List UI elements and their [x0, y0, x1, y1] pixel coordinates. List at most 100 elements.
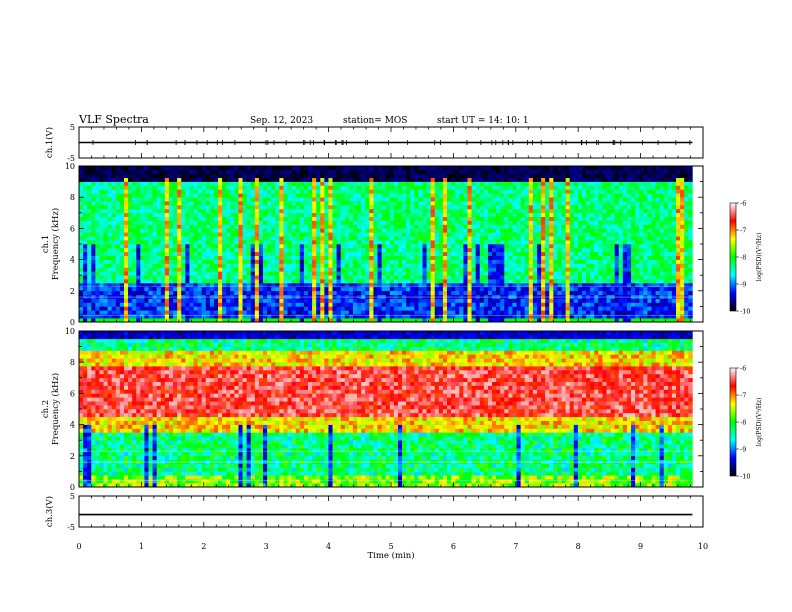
spectrogram-cell [500, 275, 505, 280]
spectrogram-cell [451, 224, 456, 229]
spectrogram-cell [312, 205, 317, 210]
spectrogram-cell [500, 259, 505, 264]
spectrogram-cell [295, 228, 301, 233]
spectrogram-cell [123, 263, 129, 268]
spectrogram-cell [312, 228, 317, 233]
spectrogram-cell [381, 212, 386, 217]
spectrogram-cell [197, 197, 202, 202]
spectrogram-cell [79, 286, 84, 292]
spectrogram-cell [357, 255, 362, 260]
spectrogram-cell [189, 169, 194, 175]
spectrogram-cell [426, 251, 431, 256]
spectrogram-cell [287, 240, 292, 245]
spectrogram-cell [205, 286, 211, 292]
spectrogram-cell [218, 193, 223, 198]
spectrogram-cell [320, 212, 325, 217]
spectrogram-cell [258, 216, 264, 221]
spectrogram-cell [397, 181, 403, 186]
spectrogram-cell [451, 173, 456, 178]
spectrogram-cell [520, 220, 526, 225]
spectrogram-cell [148, 181, 153, 186]
spectrogram-cell [500, 240, 505, 245]
spectrogram-cell [132, 177, 137, 182]
spectrogram-cell [328, 298, 333, 303]
spectrogram-cell [246, 286, 252, 292]
spectrogram-cell [492, 181, 497, 186]
spectrogram-cell [168, 318, 174, 323]
spectrogram-cell [406, 290, 411, 295]
spectrogram-cell [95, 224, 100, 229]
spectrogram-cell [336, 247, 342, 253]
spectrogram-cell [406, 189, 411, 194]
spectrogram-cell [541, 244, 546, 249]
spectrogram-cell [193, 228, 198, 233]
spectrogram-cell [512, 306, 517, 311]
spectrogram-cell [136, 318, 141, 323]
spectrogram-cell [213, 189, 219, 194]
spectrogram-cell [316, 251, 321, 256]
spectrogram-cell [447, 271, 452, 276]
spectrogram-cell [316, 279, 321, 284]
spectrogram-cell [295, 314, 301, 319]
spectrogram-cell [83, 267, 88, 272]
spectrogram-cell [422, 177, 427, 182]
spectrogram-cell [209, 251, 215, 256]
spectrogram-cell [279, 290, 284, 295]
spectrogram-cell [324, 267, 329, 272]
spectrogram-cell [545, 181, 550, 186]
spectrogram-cell [136, 224, 141, 229]
spectrogram-cell [258, 185, 264, 190]
spectrogram-cell [83, 310, 88, 315]
spectrogram-cell [197, 212, 202, 217]
spectrogram-cell [532, 212, 538, 217]
spectrogram-cell [254, 232, 260, 237]
spectrogram-cell [541, 236, 546, 241]
spectrogram-cell [267, 314, 272, 319]
spectrogram-cell [430, 302, 436, 307]
spectrogram-cell [193, 224, 198, 229]
spectrogram-cell [553, 236, 558, 241]
spectrogram-cell [189, 208, 194, 214]
spectrogram-cell [549, 181, 554, 186]
spectrogram-cell [402, 216, 407, 221]
spectrogram-cell [352, 247, 358, 253]
spectrogram-cell [303, 181, 309, 186]
spectrogram-cell [340, 169, 346, 175]
spectrogram-cell [361, 275, 366, 280]
spectrogram-cell [455, 318, 460, 323]
spectrogram-cell [123, 236, 129, 241]
spectrogram-cell [295, 244, 301, 249]
spectrogram-cell [201, 208, 207, 214]
spectrogram-cell [218, 185, 223, 190]
spectrogram-cell [254, 216, 260, 221]
spectrogram-cell [508, 177, 513, 182]
spectrogram-cell [430, 286, 436, 292]
spectrogram-cell [312, 220, 317, 225]
spectrogram-cell [246, 228, 252, 233]
spectrogram-cell [303, 314, 309, 319]
spectrogram-cell [230, 298, 235, 303]
spectrogram-cell [254, 255, 260, 260]
spectrogram-cell [132, 290, 137, 295]
spectrogram-cell [79, 181, 84, 186]
spectrogram-cell [430, 267, 436, 272]
spectrogram-cell [352, 275, 358, 280]
spectrogram-cell [222, 244, 227, 249]
spectrogram-cell [238, 283, 243, 288]
spectrogram-cell [79, 240, 84, 245]
spectrogram-cell [393, 185, 399, 190]
spectrogram-cell [471, 283, 476, 288]
spectrogram-cell [373, 166, 378, 171]
spectrogram-cell [209, 193, 215, 198]
spectrogram-cell [197, 244, 202, 249]
spectrogram-cell [312, 306, 317, 311]
spectrogram-cell [287, 193, 292, 198]
spectrogram-cell [148, 271, 153, 276]
spectrogram-cell [308, 173, 313, 178]
spectrogram-cell [471, 267, 476, 272]
spectrogram-cell [238, 310, 243, 315]
spectrogram-cell [103, 310, 108, 315]
spectrogram-cell [365, 286, 370, 292]
spectrogram-cell [275, 298, 280, 303]
spectrogram-cell [406, 267, 411, 272]
